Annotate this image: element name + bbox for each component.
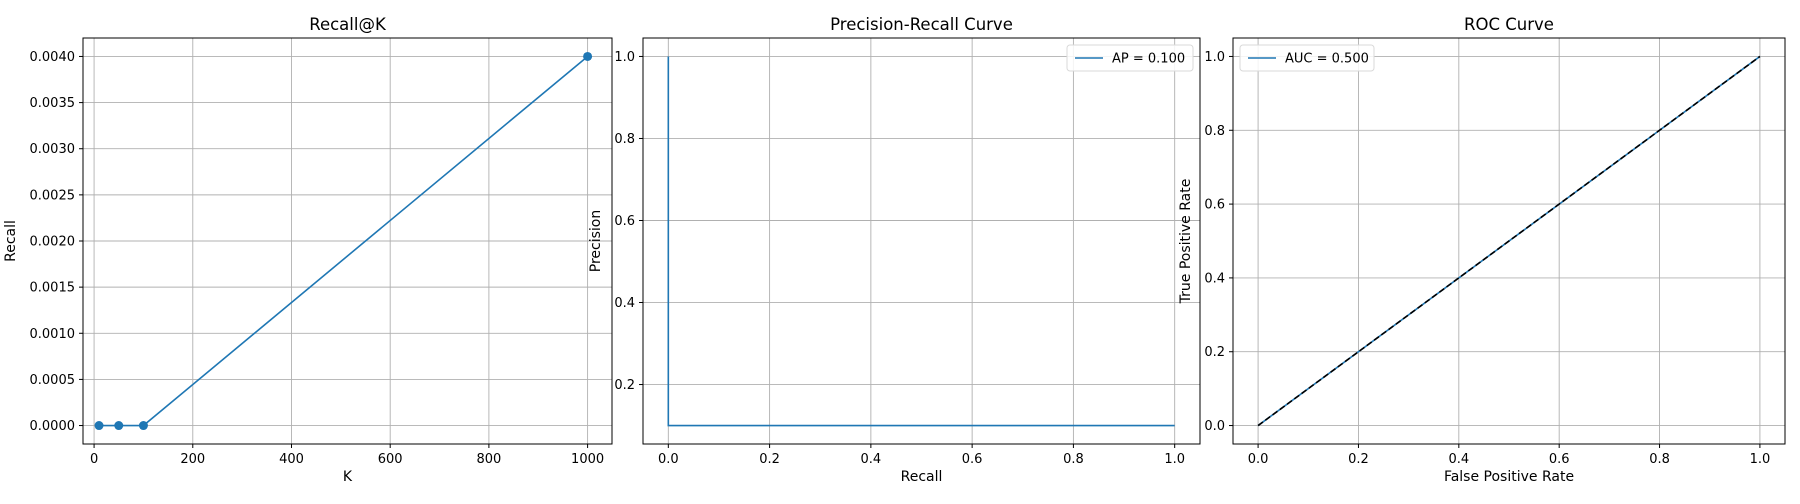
y-tick-label: 0.0040: [30, 50, 76, 65]
x-axis-label: K: [343, 469, 353, 485]
y-tick-label: 0.0005: [30, 373, 76, 388]
y-axis-label: True Positive Rate: [1178, 179, 1194, 305]
axes-frame: [1232, 37, 1786, 445]
y-tick-label: 0.4: [614, 296, 635, 311]
x-tick-label: 200: [180, 452, 205, 467]
series-line-1: [99, 55, 589, 427]
data-point: [138, 421, 148, 431]
chart-title: Precision-Recall Curve: [830, 15, 1013, 34]
y-tick-label: 0.0010: [30, 327, 76, 342]
y-tick-label: 0.0015: [30, 281, 76, 296]
data-point: [94, 421, 104, 431]
y-tick-label: 0.0035: [30, 96, 76, 111]
legend-label: AUC = 0.500: [1285, 52, 1369, 67]
x-tick-label: 0.2: [759, 452, 780, 467]
y-tick-label: 0.6: [1204, 198, 1225, 213]
y-tick-label: 0.0030: [30, 142, 76, 157]
x-tick-label: 0: [90, 452, 98, 467]
chart-title: ROC Curve: [1464, 15, 1554, 34]
y-tick-label: 0.8: [1204, 124, 1225, 139]
legend-box: [1239, 44, 1375, 72]
data-point: [114, 421, 124, 431]
x-tick-label: 0.4: [1448, 452, 1469, 467]
y-tick-label: 0.0: [1204, 419, 1225, 434]
legend: AP = 0.100: [1066, 44, 1194, 72]
series-line-ap: [667, 56, 1175, 427]
y-tick-label: 0.2: [614, 378, 635, 393]
x-tick-label: 0.0: [658, 452, 679, 467]
x-axis-label: False Positive Rate: [1444, 469, 1574, 485]
y-axis-label: Recall: [3, 220, 19, 262]
x-tick-label: 800: [476, 452, 501, 467]
x-tick-label: 0.0: [1248, 452, 1269, 467]
x-tick-label: 1000: [571, 452, 604, 467]
x-tick-label: 0.6: [962, 452, 983, 467]
y-tick-label: 0.0020: [30, 235, 76, 250]
y-tick-label: 0.6: [614, 214, 635, 229]
legend: AUC = 0.500: [1239, 44, 1375, 72]
x-tick-label: 0.8: [1063, 452, 1084, 467]
legend-label: AP = 0.100: [1112, 52, 1185, 67]
y-tick-label: 0.2: [1204, 345, 1225, 360]
y-tick-label: 0.4: [1204, 271, 1225, 286]
y-tick-label: 0.0000: [30, 419, 76, 434]
y-tick-label: 1.0: [614, 50, 635, 65]
axes-frame: [642, 37, 1201, 445]
y-axis-label: Precision: [588, 210, 604, 272]
data-point: [583, 51, 593, 61]
x-tick-label: 0.4: [861, 452, 882, 467]
y-tick-label: 0.0025: [30, 188, 76, 203]
x-tick-label: 0.2: [1348, 452, 1369, 467]
y-tick-label: 0.8: [614, 132, 635, 147]
x-tick-label: 400: [279, 452, 304, 467]
chart-title: Recall@K: [309, 15, 387, 34]
x-tick-label: 0.8: [1649, 452, 1670, 467]
x-tick-label: 0.6: [1549, 452, 1570, 467]
chart-panel-2: 0.0 0.2 0.4 0.6 0.8 1.0 0.2 0.4 0.6 0.8 1.0 Precisi…: [588, 15, 1201, 485]
chart-panel-3: 0.0 0.2 0.4 0.6 0.8 1.0 0.0 0.2 0.4 0.6 0.8 1.0 ROC …: [1178, 15, 1786, 485]
x-axis-label: Recall: [901, 469, 943, 485]
series-line-2: [1257, 55, 1761, 427]
x-tick-label: 600: [378, 452, 403, 467]
x-tick-label: 1.0: [1750, 452, 1771, 467]
chart-panel-1: 0 200 400 600 800 1000 0.0000 0.0005 0.0010 0.001…: [3, 15, 613, 485]
legend-box: [1066, 44, 1194, 72]
y-tick-label: 1.0: [1204, 50, 1225, 65]
x-tick-label: 1.0: [1164, 452, 1185, 467]
